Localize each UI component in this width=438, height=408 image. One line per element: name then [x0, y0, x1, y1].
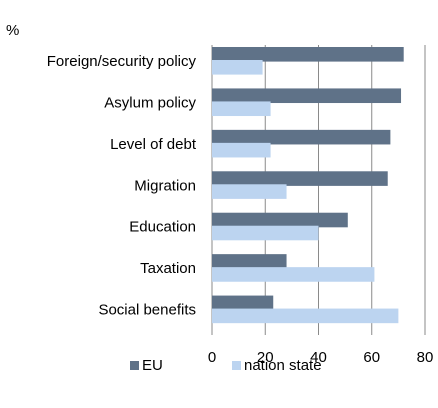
legend-label-nation-state: nation state [244, 357, 322, 374]
x-tick-label-60: 60 [363, 349, 380, 366]
bar-nation-state-education [212, 225, 319, 241]
x-tick-label-80: 80 [417, 349, 434, 366]
legend-swatch-eu [130, 361, 139, 370]
legend-swatch-nation-state [232, 361, 241, 370]
legend-item-eu: EU [130, 357, 163, 374]
category-labels: Foreign/security policy Asylum policy Leve… [47, 53, 197, 319]
x-tick-label-40: 40 [310, 349, 327, 366]
bar-nation-state-taxation [212, 267, 375, 282]
x-axis-ticks: 0 20 40 60 80 [208, 349, 434, 366]
unit-label: % [6, 22, 20, 39]
bar-nation-state-foreign-security-policy [212, 60, 263, 75]
bar-eu-level-of-debt [212, 129, 391, 145]
bar-nation-state-migration [212, 184, 287, 199]
category-label-foreign-security-policy: Foreign/security policy [47, 53, 197, 70]
category-label-migration: Migration [134, 177, 196, 194]
bar-eu-social-benefits [212, 295, 274, 311]
bar-nation-state-asylum-policy [212, 101, 271, 117]
legend-label-eu: EU [142, 357, 163, 374]
bar-eu-migration [212, 171, 388, 186]
bars [212, 47, 404, 324]
category-label-taxation: Taxation [140, 260, 196, 277]
x-tick-label-0: 0 [208, 349, 216, 366]
x-tick-label-20: 20 [257, 349, 274, 366]
category-label-asylum-policy: Asylum policy [104, 94, 196, 111]
bar-nation-state-social-benefits [212, 308, 399, 324]
bar-nation-state-level-of-debt [212, 142, 271, 158]
legend-item-nation-state: nation state [232, 357, 322, 374]
bar-eu-education [212, 212, 348, 228]
bar-eu-foreign-security-policy [212, 47, 404, 62]
category-label-education: Education [129, 219, 196, 236]
category-label-social-benefits: Social benefits [98, 302, 196, 319]
category-label-level-of-debt: Level of debt [110, 136, 197, 153]
bar-eu-asylum-policy [212, 88, 402, 104]
bar-eu-taxation [212, 254, 287, 269]
